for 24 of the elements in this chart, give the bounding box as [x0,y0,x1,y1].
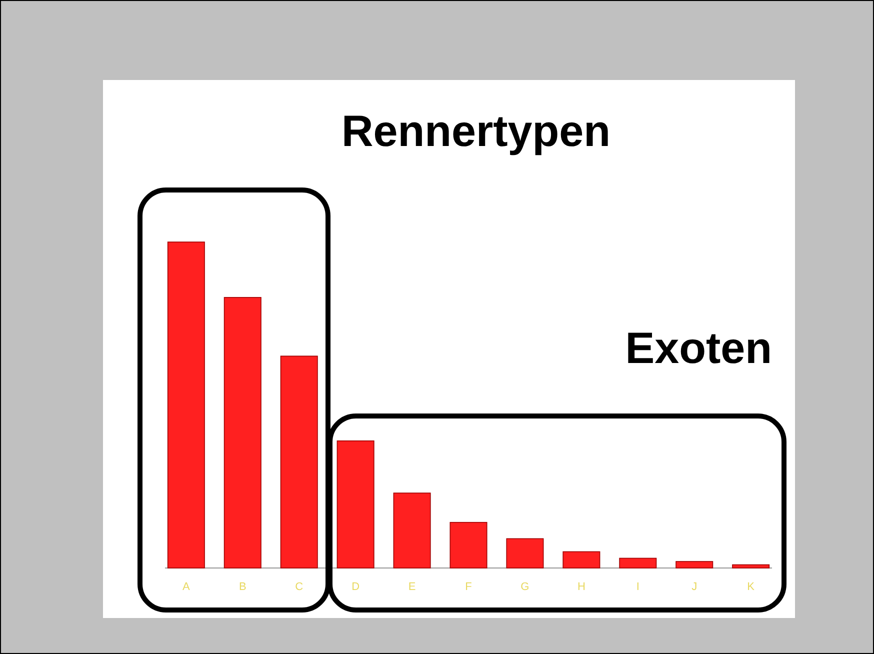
bar [393,492,431,568]
bar [167,242,205,568]
x-tick-label: E [408,581,416,593]
bar [506,538,544,568]
x-tick-label: C [295,581,304,593]
x-tick-label: I [636,581,640,593]
bar [619,558,657,568]
x-tick-label: H [577,581,586,593]
bar [562,551,600,568]
bar [732,564,770,568]
x-tick-label: F [465,581,472,593]
x-tick-label: K [747,581,756,593]
chart-title: Rennertypen [342,107,610,156]
x-tick-label: B [238,581,246,593]
x-tick-label: J [692,581,698,593]
bar [336,440,374,568]
bar [280,356,318,568]
bar [224,297,262,568]
annotation: Exoten [625,324,772,373]
x-tick-label: D [352,581,360,593]
bar [450,522,488,568]
bar [676,561,714,568]
x-tick-label: G [520,581,530,593]
x-tick-label: A [182,581,191,593]
